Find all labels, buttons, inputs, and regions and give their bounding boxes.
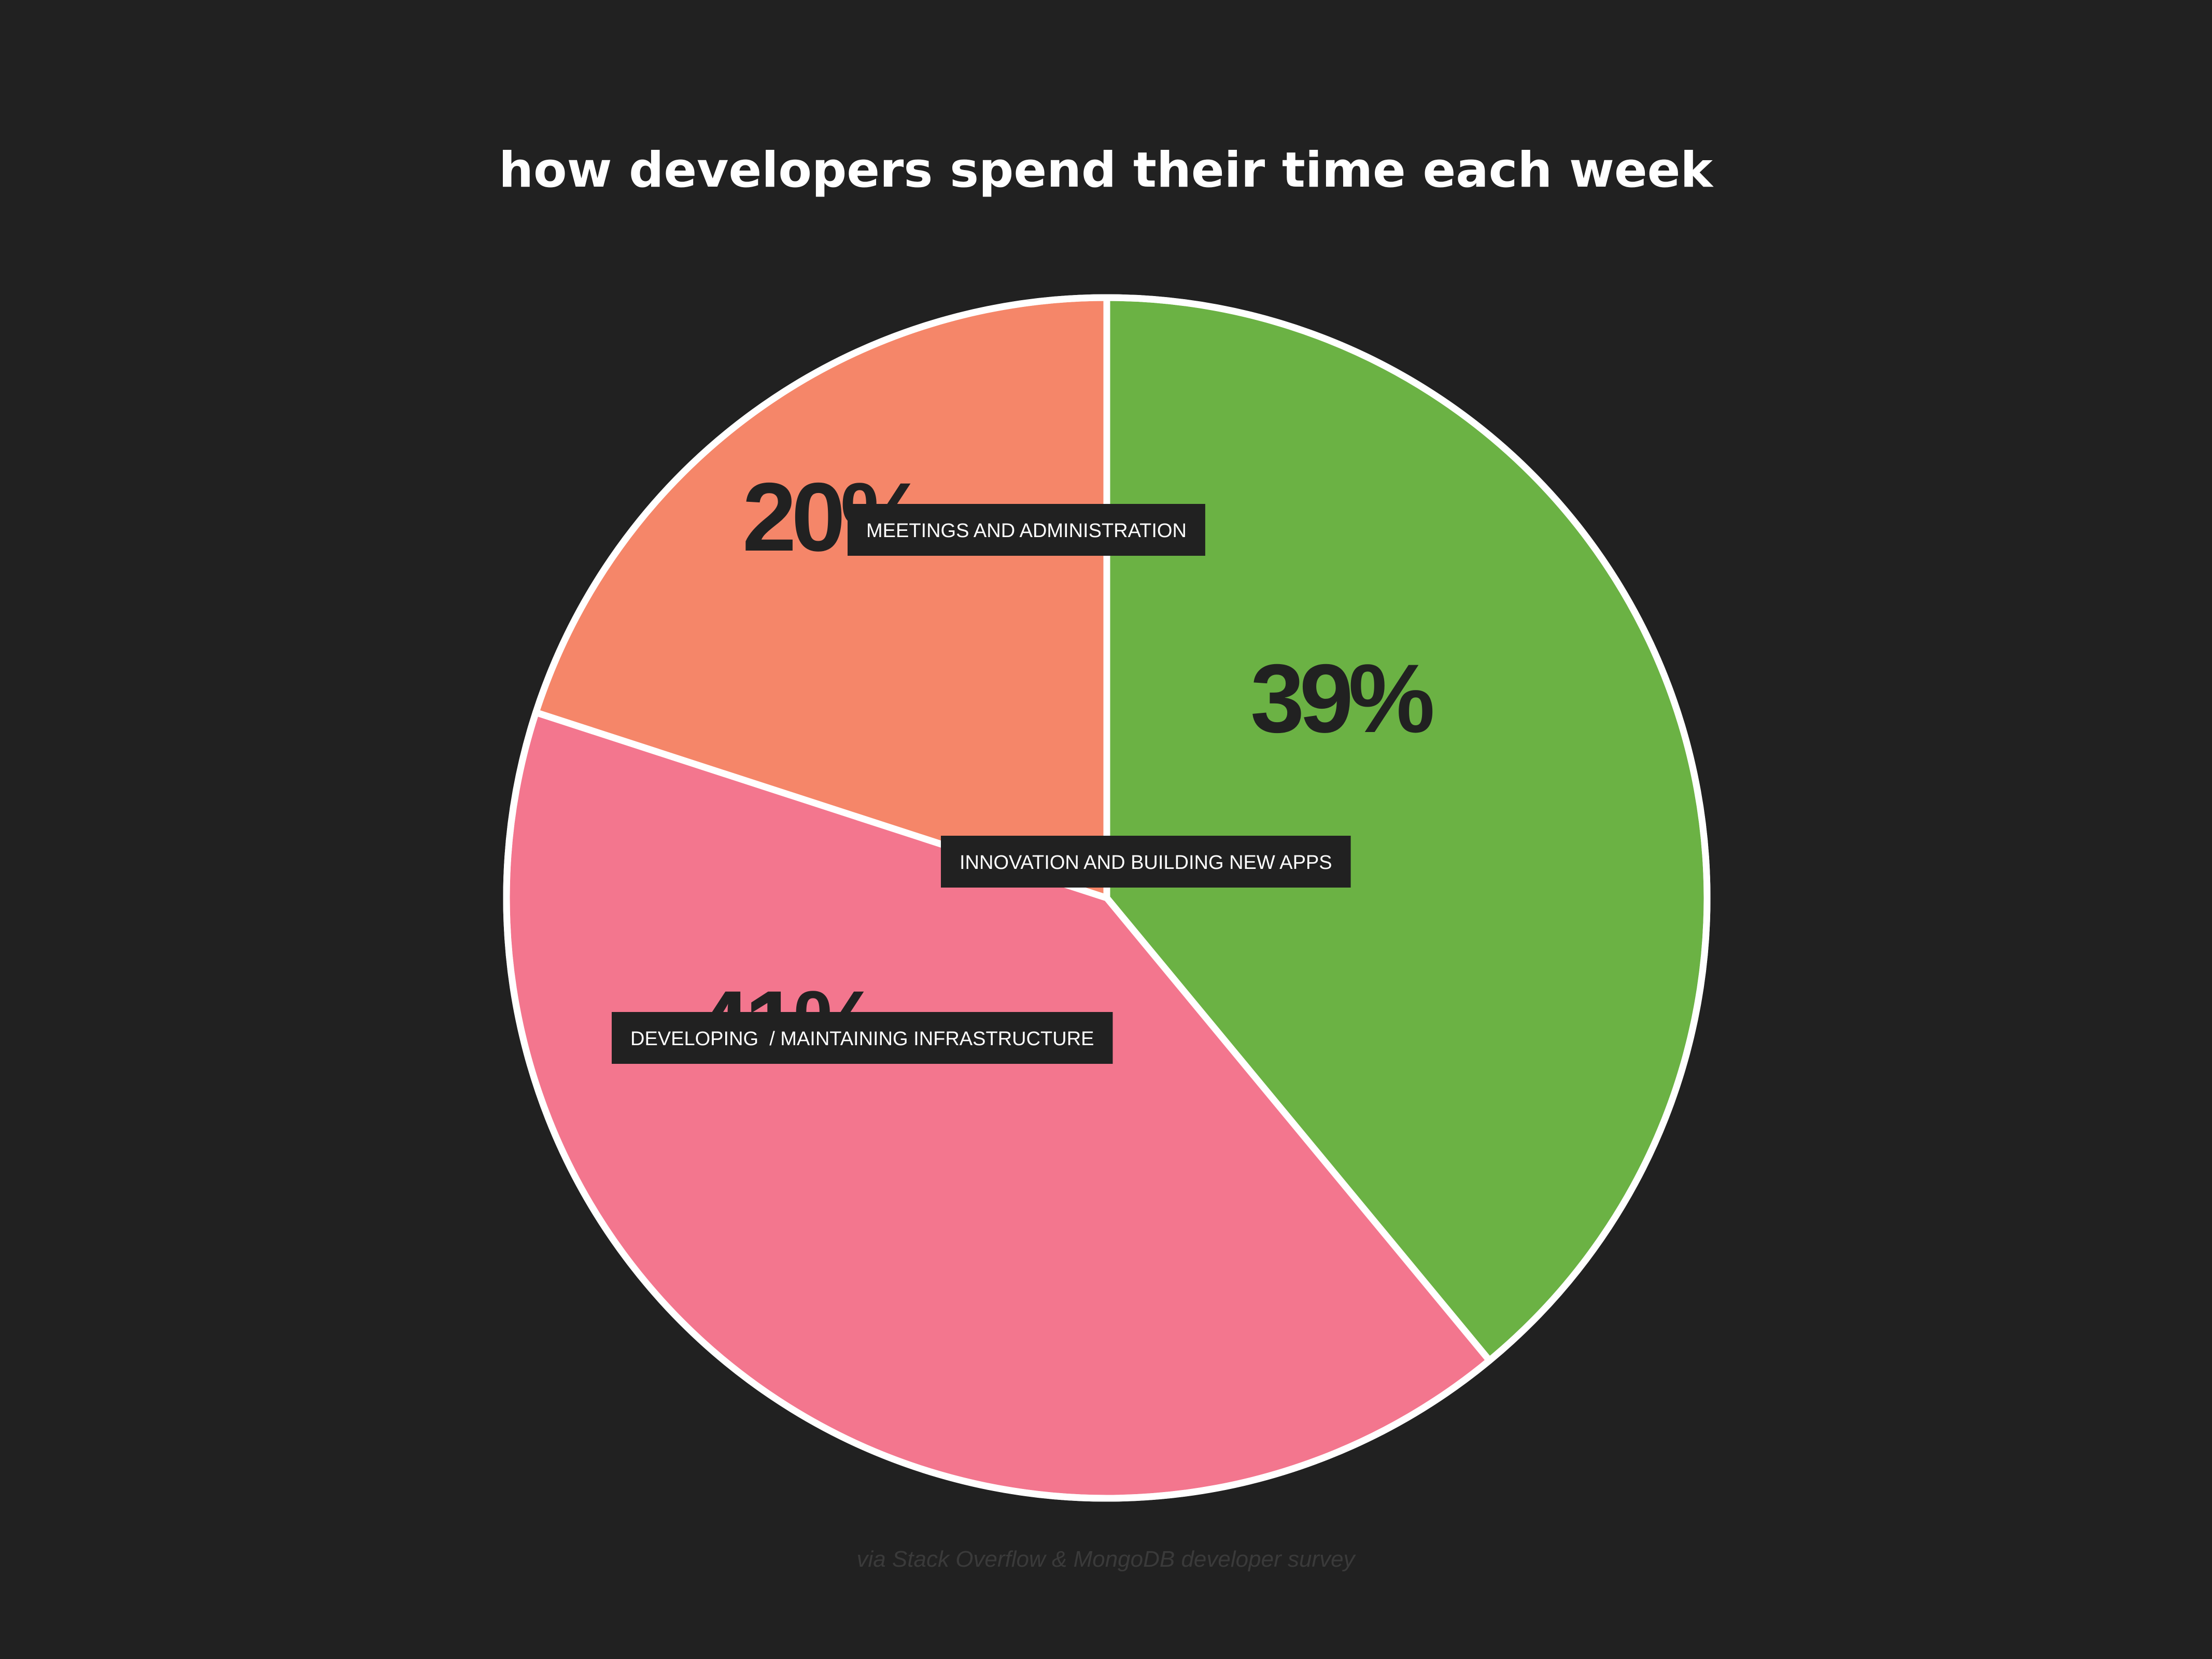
category-label-text-infrastructure: DEVELOPING / MAINTAINING INFRASTRUCTURE bbox=[630, 1028, 1094, 1050]
value-label-innovation: 39% bbox=[1250, 644, 1433, 753]
category-label-box-meetings bbox=[848, 504, 1205, 556]
category-label-text-meetings: MEETINGS AND ADMINISTRATION bbox=[866, 520, 1187, 542]
category-label-text-innovation: INNOVATION AND BUILDING NEW APPS bbox=[960, 852, 1332, 874]
source-note: via Stack Overflow & MongoDB developer s… bbox=[856, 1546, 1356, 1572]
category-label-box-innovation bbox=[941, 836, 1351, 888]
category-label-innovation: INNOVATION AND BUILDING NEW APPS bbox=[941, 836, 1351, 888]
category-label-box-infrastructure bbox=[612, 1012, 1113, 1064]
category-label-meetings: MEETINGS AND ADMINISTRATION bbox=[848, 504, 1205, 556]
pie-outline bbox=[503, 294, 1711, 1502]
chart-title: how developers spend their time each wee… bbox=[499, 142, 1714, 199]
slice-labels: 39%INNOVATION AND BUILDING NEW APPS41%DE… bbox=[612, 462, 1438, 1079]
category-label-infrastructure: DEVELOPING / MAINTAINING INFRASTRUCTURE bbox=[612, 1012, 1113, 1064]
pie-slices bbox=[503, 294, 1711, 1502]
